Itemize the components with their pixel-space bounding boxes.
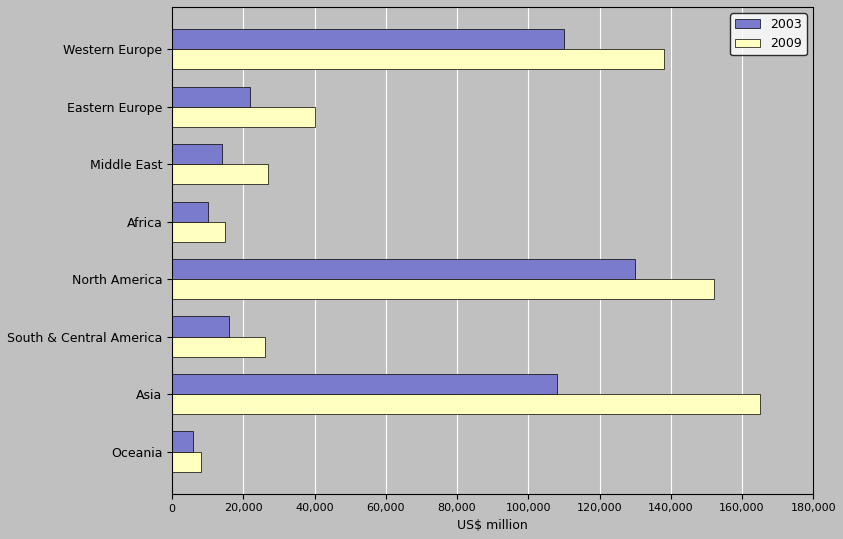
Bar [172,29,564,49]
X-axis label: US$ million: US$ million [457,519,528,532]
Bar [172,431,193,452]
Bar [172,394,760,414]
Bar [172,259,635,279]
Bar [172,279,713,299]
Bar [172,374,556,394]
Bar [172,164,268,184]
Bar [172,107,314,127]
Bar [172,336,265,357]
Bar [172,222,225,241]
Bar [172,202,207,222]
Bar [172,87,250,107]
Bar [172,49,663,70]
Legend: 2003, 2009: 2003, 2009 [730,13,807,56]
Bar [172,144,222,164]
Bar [172,316,229,336]
Bar [172,452,201,472]
